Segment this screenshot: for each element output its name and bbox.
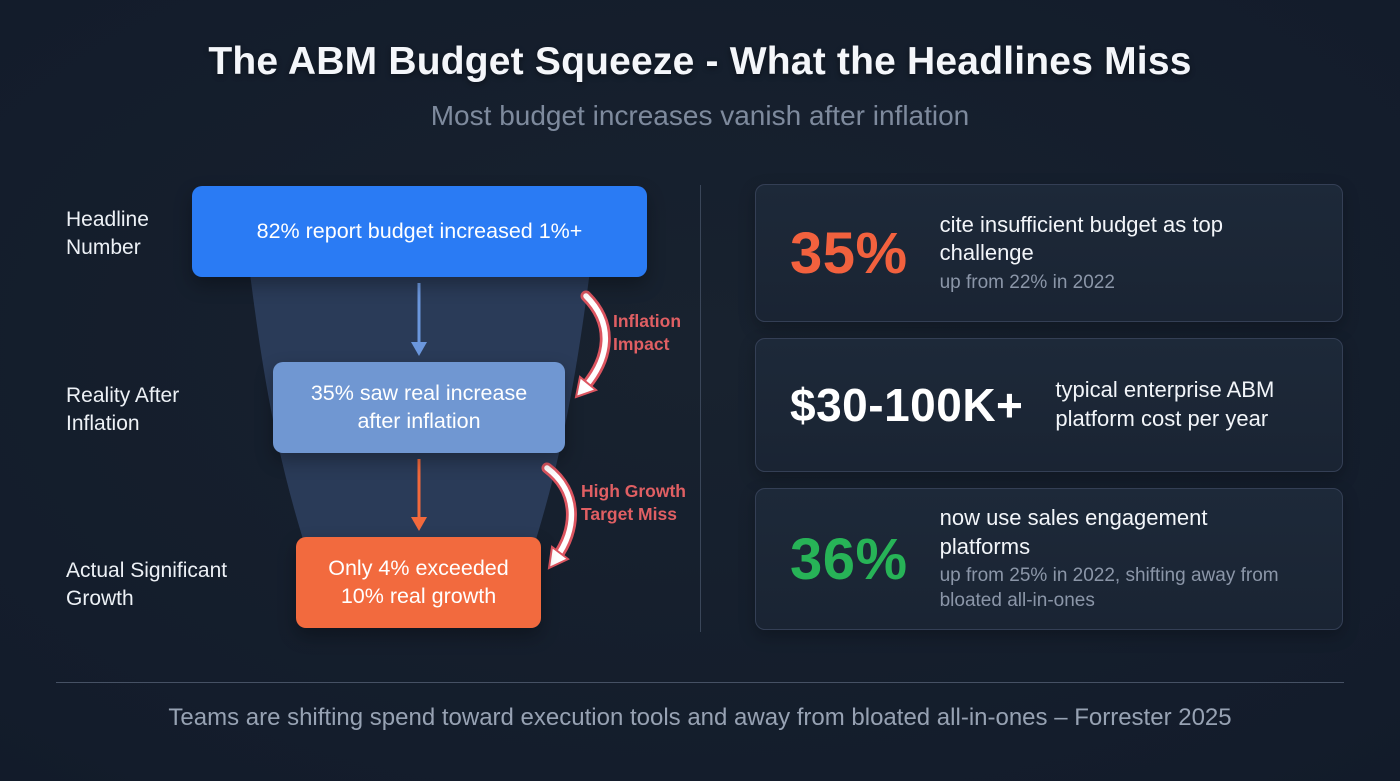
footer-divider bbox=[56, 682, 1344, 683]
stat-value: $30-100K+ bbox=[790, 379, 1024, 431]
stage-label-headline-number: Headline Number bbox=[66, 208, 149, 259]
funnel-box-reality-text: 35% saw real increase after inflation bbox=[310, 380, 528, 433]
stat-text: typical enterprise ABM platform cost per… bbox=[1055, 376, 1308, 433]
funnel-box-headline: 82% report budget increased 1%+ bbox=[192, 186, 647, 277]
stage-label-reality-after-inflation: Reality After Inflation bbox=[66, 384, 180, 435]
funnel-box-actual: Only 4% exceeded 10% real growth bbox=[296, 537, 541, 628]
footer-note: Teams are shifting spend toward executio… bbox=[168, 704, 1232, 731]
funnel-box-headline-text: 82% report budget increased 1%+ bbox=[256, 218, 583, 243]
funnel-box-actual-text: Only 4% exceeded 10% real growth bbox=[328, 555, 509, 608]
flow-arrow-blue bbox=[411, 283, 427, 356]
stat-subtitle: up from 25% in 2022, shifting away from … bbox=[939, 565, 1279, 612]
flow-arrow-orange bbox=[411, 459, 427, 531]
stat-text: now use sales engagement platforms up fr… bbox=[940, 504, 1285, 614]
stat-card-platform-cost: $30-100K+ typical enterprise ABM platfor… bbox=[755, 338, 1343, 472]
stat-text: cite insufficient budget as top challeng… bbox=[940, 211, 1270, 296]
page-title: The ABM Budget Squeeze - What the Headli… bbox=[208, 40, 1192, 83]
stat-card-sales-engagement: 36% now use sales engagement platforms u… bbox=[755, 488, 1343, 630]
page-subtitle: Most budget increases vanish after infla… bbox=[430, 100, 970, 131]
stat-title: cite insufficient budget as top challeng… bbox=[939, 211, 1223, 266]
funnel-box-reality: 35% saw real increase after inflation bbox=[273, 362, 565, 453]
stat-subtitle: up from 22% in 2022 bbox=[939, 271, 1115, 293]
section-divider bbox=[700, 185, 701, 632]
curved-arrow-target-miss bbox=[541, 462, 577, 570]
stat-value: 35% bbox=[790, 220, 908, 286]
annotation-high-growth-target-miss: High Growth Target Miss bbox=[581, 481, 686, 525]
stat-value: 36% bbox=[790, 526, 908, 592]
stage-label-actual-significant-growth: Actual Significant Growth bbox=[66, 559, 228, 610]
stat-title: typical enterprise ABM platform cost per… bbox=[1055, 377, 1275, 431]
curved-arrow-inflation bbox=[574, 290, 611, 399]
annotation-inflation-impact: Inflation Impact bbox=[613, 311, 682, 355]
stat-title: now use sales engagement platforms bbox=[939, 505, 1208, 559]
stat-card-budget-challenge: 35% cite insufficient budget as top chal… bbox=[755, 184, 1343, 322]
